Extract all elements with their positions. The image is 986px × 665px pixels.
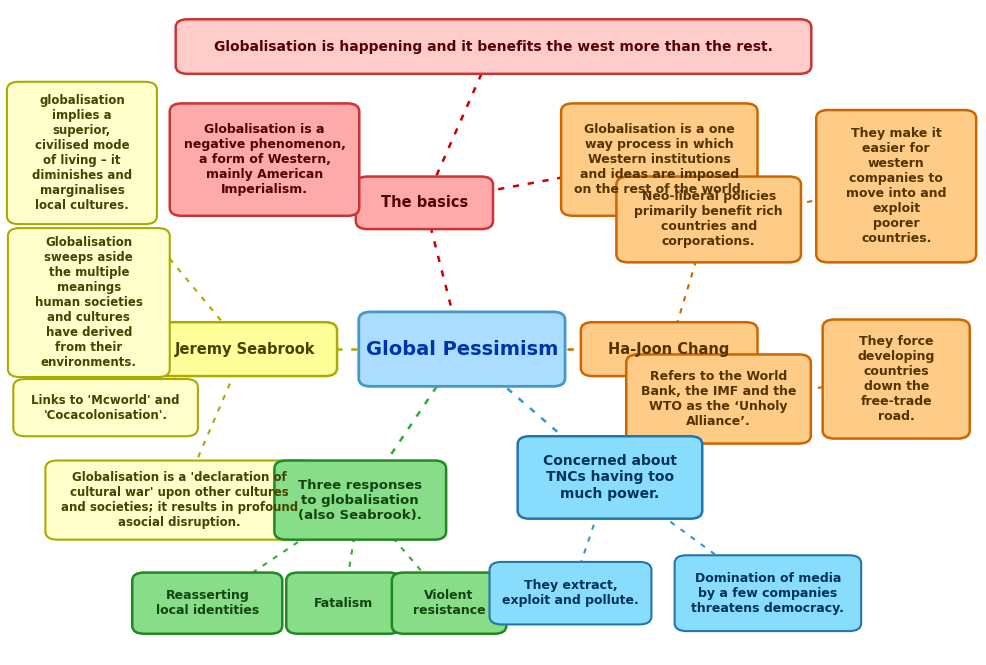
Text: Refers to the World
Bank, the IMF and the
WTO as the ‘Unholy
Alliance’.: Refers to the World Bank, the IMF and th… <box>640 370 796 428</box>
Text: Concerned about
TNCs having too
much power.: Concerned about TNCs having too much pow… <box>542 454 676 501</box>
FancyBboxPatch shape <box>176 19 810 74</box>
FancyBboxPatch shape <box>7 82 157 224</box>
Text: Reasserting
local identities: Reasserting local identities <box>156 589 258 617</box>
Text: The basics: The basics <box>381 196 467 210</box>
FancyBboxPatch shape <box>152 323 336 376</box>
FancyBboxPatch shape <box>615 176 800 262</box>
Text: globalisation
implies a
superior,
civilised mode
of living – it
diminishes and
m: globalisation implies a superior, civili… <box>32 94 132 212</box>
Text: Domination of media
by a few companies
threatens democracy.: Domination of media by a few companies t… <box>691 572 843 614</box>
FancyBboxPatch shape <box>170 103 359 215</box>
Text: Fatalism: Fatalism <box>314 597 373 610</box>
Text: Globalisation is a
negative phenomenon,
a form of Western,
mainly American
Imper: Globalisation is a negative phenomenon, … <box>183 123 345 196</box>
FancyBboxPatch shape <box>45 460 314 540</box>
Text: Jeremy Seabrook: Jeremy Seabrook <box>175 342 315 356</box>
Text: Global Pessimism: Global Pessimism <box>366 340 557 358</box>
FancyBboxPatch shape <box>355 177 493 229</box>
FancyBboxPatch shape <box>560 103 757 215</box>
FancyBboxPatch shape <box>359 312 564 386</box>
FancyBboxPatch shape <box>286 573 400 634</box>
FancyBboxPatch shape <box>580 323 757 376</box>
Text: Three responses
to globalisation
(also Seabrook).: Three responses to globalisation (also S… <box>298 479 422 521</box>
FancyBboxPatch shape <box>274 460 446 540</box>
FancyBboxPatch shape <box>13 379 197 436</box>
Text: Globalisation is happening and it benefits the west more than the rest.: Globalisation is happening and it benefi… <box>214 39 772 54</box>
Text: They force
developing
countries
down the
free-trade
road.: They force developing countries down the… <box>857 335 934 423</box>
Text: Ha-Joon Chang: Ha-Joon Chang <box>608 342 729 356</box>
Text: They make it
easier for
western
companies to
move into and
exploit
poorer
countr: They make it easier for western companie… <box>845 127 946 245</box>
Text: Links to 'Mcworld' and
'Cocacolonisation'.: Links to 'Mcworld' and 'Cocacolonisation… <box>32 394 179 422</box>
FancyBboxPatch shape <box>517 436 702 519</box>
FancyBboxPatch shape <box>822 320 968 439</box>
Text: Globalisation
sweeps aside
the multiple
meanings
human societies
and cultures
ha: Globalisation sweeps aside the multiple … <box>35 236 143 369</box>
Text: Neo-liberal policies
primarily benefit rich
countries and
corporations.: Neo-liberal policies primarily benefit r… <box>634 190 782 249</box>
FancyBboxPatch shape <box>625 354 810 444</box>
Text: They extract,
exploit and pollute.: They extract, exploit and pollute. <box>502 579 638 607</box>
Text: Violent
resistance: Violent resistance <box>412 589 485 617</box>
Text: Globalisation is a 'declaration of
cultural war' upon other cultures
and societi: Globalisation is a 'declaration of cultu… <box>61 471 298 529</box>
FancyBboxPatch shape <box>674 555 860 631</box>
FancyBboxPatch shape <box>815 110 975 262</box>
FancyBboxPatch shape <box>489 562 651 624</box>
FancyBboxPatch shape <box>8 228 170 377</box>
FancyBboxPatch shape <box>132 573 282 634</box>
FancyBboxPatch shape <box>391 573 506 634</box>
Text: Globalisation is a one
way process in which
Western institutions
and ideas are i: Globalisation is a one way process in wh… <box>573 123 744 196</box>
